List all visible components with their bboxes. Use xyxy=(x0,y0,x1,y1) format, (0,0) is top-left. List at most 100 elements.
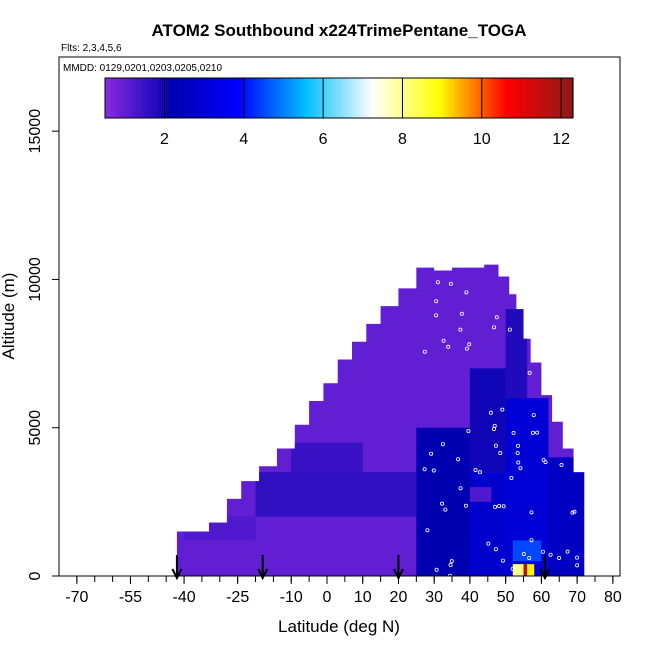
colorbar-swatch xyxy=(373,78,378,118)
colorbar-swatch xyxy=(320,78,324,118)
colorbar-swatch xyxy=(273,78,278,118)
sample-point xyxy=(425,528,430,533)
x-tick-label: 10 xyxy=(354,589,372,606)
colorbar-swatch xyxy=(407,78,412,118)
colorbar-swatch xyxy=(367,78,371,118)
sample-point xyxy=(466,429,471,434)
colorbar-swatch xyxy=(229,78,234,118)
colorbar-swatch xyxy=(105,78,109,118)
sample-point xyxy=(434,313,439,318)
sample-point xyxy=(440,442,445,447)
x-tick-label: 0 xyxy=(323,589,332,606)
colorbar-swatch xyxy=(245,78,250,118)
heatmap-cell xyxy=(512,564,524,576)
colorbar-swatch xyxy=(183,78,187,118)
heatmap-cell xyxy=(291,442,363,473)
sample-point xyxy=(510,566,515,571)
colorbar-swatch xyxy=(529,78,534,118)
sample-point xyxy=(467,342,472,347)
colorbar-swatch xyxy=(513,78,518,118)
colorbar-swatch xyxy=(363,78,368,118)
heatmap-cell xyxy=(469,368,506,473)
colorbar-swatch xyxy=(413,78,418,118)
colorbar-swatch xyxy=(254,78,259,118)
colorbar-swatch xyxy=(501,78,505,118)
colorbar-swatch xyxy=(332,78,337,118)
sample-point xyxy=(540,549,545,554)
colorbar-swatch xyxy=(516,78,521,118)
colorbar-swatch xyxy=(519,78,524,118)
sample-point xyxy=(464,346,469,351)
colorbar-swatch xyxy=(211,78,215,118)
colorbar-swatch xyxy=(151,78,156,118)
colorbar-swatch xyxy=(204,78,209,118)
x-tick-label: 60 xyxy=(532,589,550,606)
colorbar-swatch xyxy=(292,78,296,118)
colorbar-swatch xyxy=(189,78,193,118)
colorbar-swatch xyxy=(289,78,293,118)
colorbar-swatch xyxy=(466,78,471,118)
colorbar-swatch xyxy=(261,78,265,118)
colorbar-swatch xyxy=(114,78,119,118)
colorbar-swatch xyxy=(142,78,147,118)
x-tick-label: -55 xyxy=(119,589,142,606)
sample-point xyxy=(448,281,453,286)
colorbar-swatch xyxy=(541,78,546,118)
colorbar-swatch xyxy=(554,78,558,118)
colorbar-swatch xyxy=(566,78,571,118)
x-tick-label: 40 xyxy=(461,589,479,606)
colorbar-swatch xyxy=(267,78,271,118)
colorbar-swatch xyxy=(148,78,153,118)
sample-point xyxy=(527,555,532,560)
x-tick-label: -10 xyxy=(280,589,303,606)
colorbar-swatch xyxy=(426,78,431,118)
colorbar-swatch xyxy=(491,78,496,118)
heatmap-cell xyxy=(184,516,256,541)
sample-point xyxy=(515,443,520,448)
colorbar-swatch xyxy=(420,78,424,118)
colorbar-swatch xyxy=(217,78,222,118)
colorbar-swatch xyxy=(317,78,321,118)
colorbar-swatch xyxy=(285,78,290,118)
colorbar-swatch xyxy=(498,78,502,118)
colorbar-swatch xyxy=(538,78,543,118)
sample-point xyxy=(500,558,505,563)
colorbar-swatch xyxy=(329,78,334,118)
colorbar-swatch xyxy=(111,78,115,118)
x-tick-label: -25 xyxy=(226,589,249,606)
y-tick-label: 15000 xyxy=(27,109,44,154)
heatmap-cell xyxy=(523,564,528,576)
sample-point xyxy=(575,563,580,568)
colorbar-swatch xyxy=(476,78,480,118)
colorbar-swatch xyxy=(345,78,349,118)
colorbar-swatch xyxy=(441,78,446,118)
colorbar-swatch xyxy=(117,78,122,118)
colorbar-swatch xyxy=(392,78,396,118)
sample-point xyxy=(570,510,575,515)
colorbar-tick-label: 8 xyxy=(398,131,407,148)
colorbar-swatch xyxy=(323,78,328,118)
dates-note: MMDD: 0129,0201,0203,0205,0210 xyxy=(63,63,222,74)
colorbar-swatch xyxy=(454,78,459,118)
sample-point xyxy=(443,507,448,512)
colorbar-swatch xyxy=(544,78,549,118)
sample-point xyxy=(507,327,512,332)
x-tick-label: 20 xyxy=(390,589,408,606)
colorbar-swatch xyxy=(488,78,493,118)
colorbar-swatch xyxy=(376,78,381,118)
sample-point xyxy=(449,559,454,564)
sample-point xyxy=(486,541,491,546)
x-tick-label: -70 xyxy=(65,589,88,606)
colorbar-swatch xyxy=(438,78,443,118)
colorbar-swatch xyxy=(195,78,200,118)
colorbar-swatch xyxy=(354,78,359,118)
colorbar-swatch xyxy=(504,78,509,118)
colorbar-swatch xyxy=(133,78,137,118)
colorbar-swatch xyxy=(201,78,206,118)
y-tick-label: 10000 xyxy=(27,257,44,302)
colorbar-swatch xyxy=(563,78,568,118)
sample-point xyxy=(448,562,453,567)
colorbar-swatch xyxy=(395,78,399,118)
colorbar-swatch xyxy=(161,78,165,118)
colorbar-swatch xyxy=(173,78,178,118)
